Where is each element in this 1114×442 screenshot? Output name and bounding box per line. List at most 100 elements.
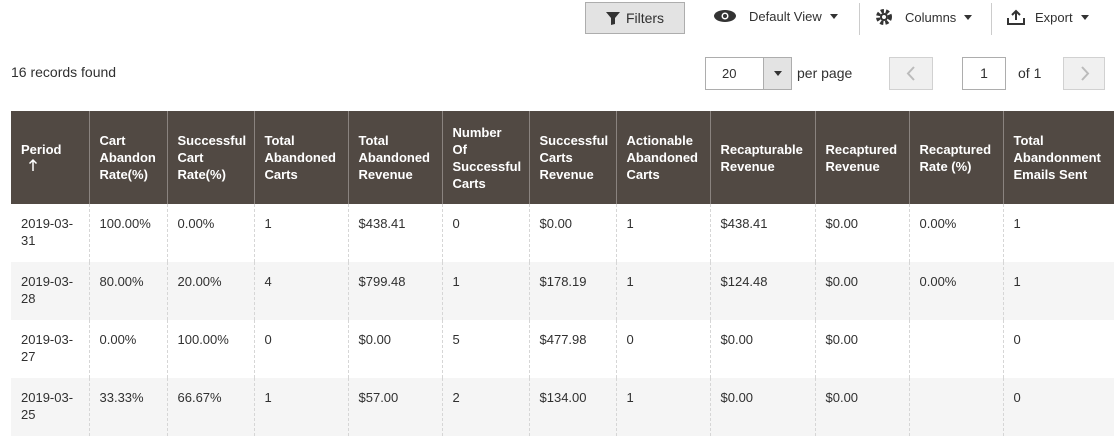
cell-text: $0.00 bbox=[825, 390, 859, 405]
table-cell: 2019-03-27 bbox=[11, 320, 89, 378]
column-header-label: Recaptured Revenue bbox=[825, 141, 898, 174]
column-header-label: Recapturable Revenue bbox=[720, 141, 803, 174]
cell-text: $0.00 bbox=[358, 332, 392, 347]
table-cell: 33.33% bbox=[88, 378, 167, 436]
cell-text: 0.00% bbox=[99, 332, 137, 347]
separator bbox=[859, 3, 860, 35]
column-header-label: Successful Cart Rate(%) bbox=[177, 133, 247, 182]
cell-text: $0.00 bbox=[825, 274, 859, 289]
column-header-label: Total Abandoned Revenue bbox=[358, 133, 431, 182]
column-header-label: Period bbox=[21, 141, 62, 157]
table-cell: 1 bbox=[615, 204, 710, 262]
export-button[interactable]: Export bbox=[1007, 9, 1089, 25]
cell-text: 100.00% bbox=[99, 216, 151, 231]
column-header[interactable]: Recaptured Revenue bbox=[814, 111, 909, 204]
cell-text: 33.33% bbox=[99, 390, 144, 405]
data-table: Period Cart Abandon Rate(%) Successful Car… bbox=[11, 111, 1114, 436]
next-page[interactable] bbox=[1063, 57, 1105, 90]
cell-text: $0.00 bbox=[825, 332, 859, 347]
cell-text: 1 bbox=[264, 390, 272, 405]
gear-icon bbox=[876, 9, 892, 25]
column-header[interactable]: Total Abandonment Emails Sent bbox=[1002, 111, 1114, 204]
table-cell: 1 bbox=[441, 262, 529, 320]
table-cell: $477.98 bbox=[528, 320, 616, 378]
column-header-label: Actionable Abandoned Carts bbox=[626, 133, 699, 182]
column-header[interactable]: Cart Abandon Rate(%) bbox=[88, 111, 167, 204]
table-cell: $178.19 bbox=[528, 262, 616, 320]
column-header[interactable]: Total Abandoned Carts bbox=[253, 111, 348, 204]
export-icon bbox=[1007, 9, 1025, 25]
table-cell: 1 bbox=[253, 204, 348, 262]
table-cell: $0.00 bbox=[814, 378, 909, 436]
table-cell: 80.00% bbox=[88, 262, 167, 320]
per-page-label: per page bbox=[797, 65, 853, 81]
table-cell: 0 bbox=[1002, 378, 1114, 436]
column-header[interactable]: Successful Carts Revenue bbox=[528, 111, 616, 204]
table-cell: $0.00 bbox=[814, 320, 909, 378]
prev-page[interactable] bbox=[889, 57, 933, 90]
cell-text: 0.00% bbox=[919, 216, 957, 231]
column-header[interactable]: Period bbox=[11, 111, 89, 204]
table-cell bbox=[908, 320, 1003, 378]
records-count: 16 records found bbox=[11, 64, 117, 80]
table-cell: 0.00% bbox=[908, 262, 1003, 320]
cell-text: 2019-03-25 bbox=[21, 390, 74, 422]
cell-text: $124.48 bbox=[720, 274, 768, 289]
table-cell: $0.00 bbox=[814, 262, 909, 320]
cell-text: $178.19 bbox=[539, 274, 587, 289]
cell-text: 20.00% bbox=[177, 274, 222, 289]
table-cell: 0 bbox=[615, 320, 710, 378]
view-label: Default View bbox=[749, 8, 822, 24]
cell-text: 0.00% bbox=[177, 216, 215, 231]
cell-text: 0.00% bbox=[919, 274, 957, 289]
column-header[interactable]: Recapturable Revenue bbox=[709, 111, 815, 204]
filters-button[interactable]: Filters bbox=[585, 2, 685, 34]
cell-text: $799.48 bbox=[358, 274, 406, 289]
filter-icon bbox=[605, 12, 620, 25]
prev-icon bbox=[906, 66, 915, 81]
column-header[interactable]: Total Abandoned Revenue bbox=[347, 111, 442, 204]
table-cell: 66.67% bbox=[166, 378, 254, 436]
column-header[interactable]: Successful Cart Rate(%) bbox=[166, 111, 254, 204]
cell-text: 1 bbox=[452, 274, 460, 289]
column-header-label: Cart Abandon Rate(%) bbox=[99, 133, 156, 182]
cell-text: 1 bbox=[264, 216, 272, 231]
cell-text: 0 bbox=[626, 332, 634, 347]
next-icon bbox=[1081, 66, 1090, 81]
separator bbox=[991, 3, 992, 35]
cell-text: $477.98 bbox=[539, 332, 587, 347]
cell-text: $438.41 bbox=[720, 216, 768, 231]
column-header[interactable]: Recaptured Rate (%) bbox=[908, 111, 1003, 204]
cell-text: 80.00% bbox=[99, 274, 144, 289]
table-cell bbox=[908, 378, 1003, 436]
page-input[interactable]: 1 bbox=[962, 57, 1006, 90]
sort-arrow bbox=[28, 158, 38, 171]
column-header[interactable]: Number Of Successful Carts bbox=[441, 111, 529, 204]
cell-text: 0 bbox=[452, 216, 460, 231]
column-header-label: Recaptured Rate (%) bbox=[919, 141, 992, 174]
table-cell: 1 bbox=[615, 378, 710, 436]
cell-text: 66.67% bbox=[177, 390, 222, 405]
cell-text: 2019-03-31 bbox=[21, 216, 74, 248]
table-cell: $799.48 bbox=[347, 262, 442, 320]
table-cell: 0.00% bbox=[908, 204, 1003, 262]
table-cell: 2019-03-28 bbox=[11, 262, 89, 320]
table-row: 2019-03-27 0.00% 100.00% 0 $0.00 5 $477.98 0 $0.… bbox=[11, 320, 1114, 378]
cell-text: 2019-03-27 bbox=[21, 332, 74, 364]
cell-text: 0 bbox=[264, 332, 272, 347]
columns-button[interactable]: Columns bbox=[875, 8, 973, 26]
table-cell: 5 bbox=[441, 320, 529, 378]
table-cell: 100.00% bbox=[88, 204, 167, 262]
table-cell: 4 bbox=[253, 262, 348, 320]
table-cell: 100.00% bbox=[166, 320, 254, 378]
column-header[interactable]: Actionable Abandoned Carts bbox=[615, 111, 710, 204]
table-cell: 2 bbox=[441, 378, 529, 436]
per-page-value: 20 bbox=[722, 66, 737, 81]
column-header-label: Number Of Successful Carts bbox=[452, 124, 522, 191]
table-cell: 1 bbox=[253, 378, 348, 436]
per-page-select[interactable]: 20 bbox=[705, 57, 792, 90]
view-switcher[interactable]: Default View bbox=[713, 8, 838, 24]
table-cell: $0.00 bbox=[814, 204, 909, 262]
cell-text: 0 bbox=[1013, 332, 1021, 347]
